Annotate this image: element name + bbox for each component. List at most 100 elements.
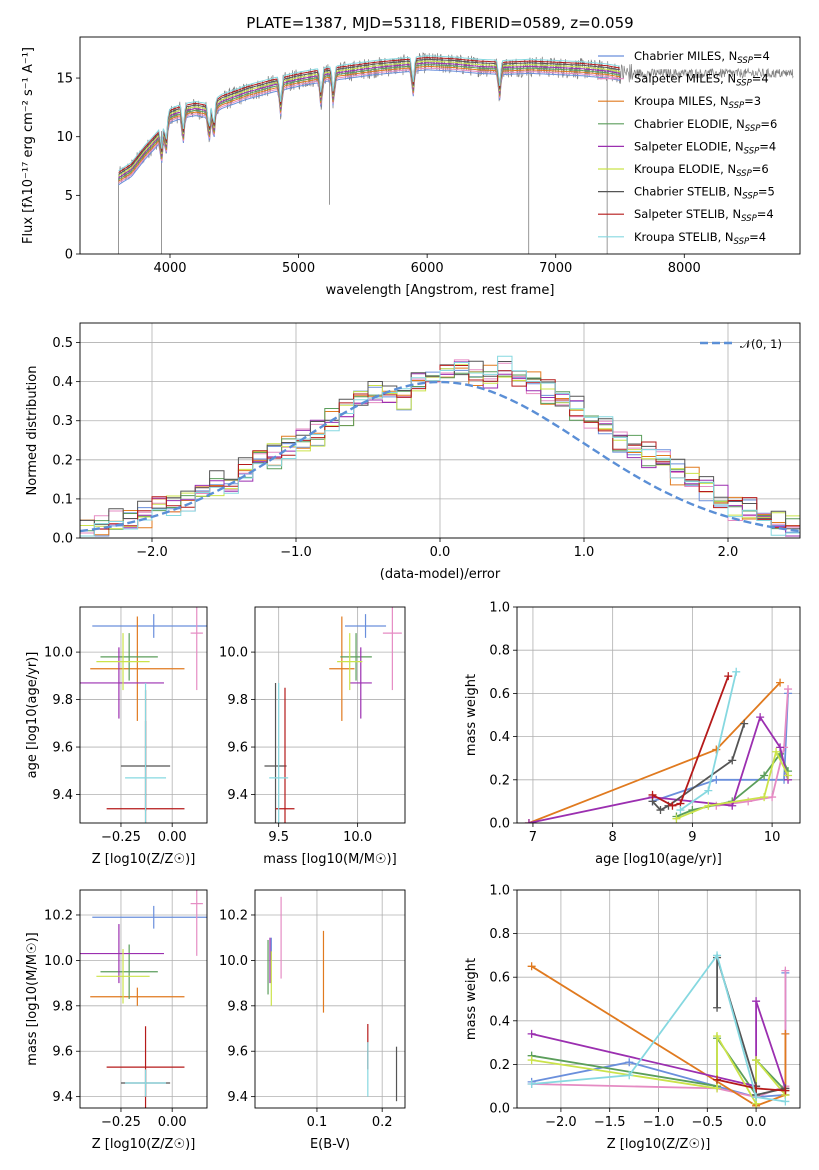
model-spectrum (118, 67, 621, 184)
x-tick-label: −0.25 (101, 830, 141, 845)
panel-5: 7 8 9 10 0.0 0.2 0.4 0.6 0.8 1.0 age [log10(age/yr… (464, 601, 801, 867)
y-tick-label: 0.0 (52, 532, 73, 547)
legend-label: Chabrier MILES, NSSP=4 (634, 49, 770, 66)
panel-3: −0.25 0.00 9.4 9.6 9.8 10.0 Z [log10(Z/Z☉)] age… (25, 606, 208, 867)
y-tick-label: 0 (65, 248, 73, 263)
weight-marker (781, 1029, 790, 1038)
axes-frame (79, 36, 801, 255)
weight-marker (676, 806, 685, 815)
weight-marker (625, 1058, 634, 1067)
x-axis-label: Z [log10(Z/Z☉)] (92, 1137, 196, 1152)
weight-marker (713, 1032, 722, 1041)
weight-marker (672, 814, 681, 823)
x-axis-label: mass [log10(M/M☉)] (263, 852, 396, 867)
y-tick-label: 0.0 (489, 1102, 510, 1117)
model-spectrum (118, 62, 621, 179)
y-tick-label: 15 (56, 72, 73, 87)
weight-marker (648, 790, 657, 799)
x-tick-label: 8 (609, 830, 617, 845)
weight-marker (713, 1075, 722, 1084)
y-tick-label: 10.0 (219, 646, 248, 661)
plot-area (267, 896, 398, 1102)
x-tick-label: 4000 (153, 261, 186, 276)
weight-marker (760, 793, 769, 802)
weight-marker (668, 801, 677, 810)
y-tick-label: 9.4 (52, 1090, 73, 1105)
x-tick-label: 5000 (282, 261, 315, 276)
x-tick-label: −1.0 (643, 1115, 675, 1130)
y-tick-label: 0.4 (489, 730, 510, 745)
weight-marker (768, 793, 777, 802)
y-tick-label: 9.4 (52, 788, 73, 803)
y-tick-label: 9.8 (52, 693, 73, 708)
y-axis-label: Normed distribution (25, 366, 40, 496)
y-tick-label: 10.0 (219, 954, 248, 969)
x-tick-label: 0.2 (372, 1115, 393, 1130)
weight-line (531, 1032, 787, 1107)
weight-marker (752, 997, 761, 1006)
plot-area (524, 667, 793, 823)
y-axis-label: Flux [fλ10⁻¹⁷ erg cm⁻² s⁻¹ A⁻¹] (21, 47, 36, 244)
model-spectrum (118, 69, 621, 186)
y-tick-label: 0.2 (489, 773, 510, 788)
weight-marker (760, 771, 769, 780)
weight-marker (527, 1080, 536, 1089)
y-tick-label: 9.4 (227, 788, 248, 803)
y-tick-label: 5 (65, 189, 73, 204)
y-tick-label: 0.4 (52, 375, 73, 390)
y-axis-label: mass [log10(M/M☉)] (25, 932, 40, 1065)
y-tick-label: 0.2 (489, 1058, 510, 1073)
weight-marker (752, 1093, 761, 1102)
y-tick-label: 0.8 (489, 644, 510, 659)
weight-marker (625, 1071, 634, 1080)
x-tick-label: −1.5 (594, 1115, 626, 1130)
weight-marker (712, 745, 721, 754)
panel-1: 4000 5000 6000 7000 8000 0 5 10 15 wavelength [An… (21, 36, 801, 298)
legend-label: Chabrier ELODIE, NSSP=6 (634, 117, 777, 134)
plot-area (80, 890, 207, 1108)
weight-marker (724, 672, 733, 681)
weight-marker (781, 966, 790, 975)
y-tick-label: 9.8 (227, 693, 248, 708)
y-tick-label: 10.0 (44, 646, 73, 661)
x-axis-label: age [log10(age/yr)] (595, 852, 722, 867)
y-axis-label: mass weight (464, 958, 479, 1040)
axes-frame (516, 606, 801, 824)
panel-7: 0.1 0.2 9.4 9.6 9.8 10.0 10.2 E(B-V) (219, 889, 406, 1152)
y-tick-label: 0.6 (489, 687, 510, 702)
axes-frame (254, 889, 406, 1109)
weight-marker (784, 771, 793, 780)
y-tick-label: 10.2 (44, 908, 73, 923)
axes-frame (254, 606, 406, 824)
x-axis-label: wavelength [Angstrom, rest frame] (326, 283, 555, 298)
y-tick-label: 0.0 (489, 817, 510, 832)
weight-marker (728, 801, 737, 810)
axes-frame (79, 606, 208, 824)
y-tick-label: 1.0 (489, 884, 510, 899)
model-spectrum (118, 64, 621, 180)
legend-label: Salpeter MILES, NSSP=4 (634, 72, 769, 89)
x-tick-label: −2.0 (545, 1115, 577, 1130)
plot-area (80, 607, 207, 823)
x-tick-label: 0.00 (158, 1115, 187, 1130)
x-tick-label: 7 (529, 830, 537, 845)
y-tick-label: 9.8 (227, 999, 248, 1014)
weight-marker (772, 747, 781, 756)
x-axis-label: Z [log10(Z/Z☉)] (607, 1137, 711, 1152)
weight-marker (740, 719, 749, 728)
model-spectrum (118, 55, 621, 172)
x-tick-label: 10.0 (343, 830, 372, 845)
panel-4: 9.5 10.0 9.4 9.6 9.8 10.0 mass [log10(M/M☉)] (219, 606, 406, 867)
legend: Chabrier MILES, NSSP=4 Salpeter MILES, NS… (598, 49, 777, 247)
x-tick-label: −1.0 (280, 545, 312, 560)
y-tick-label: 9.6 (52, 741, 73, 756)
weight-marker (704, 801, 713, 810)
weight-line (531, 1000, 787, 1089)
x-tick-label: −2.0 (136, 545, 168, 560)
weight-marker (527, 1056, 536, 1065)
weight-line (528, 715, 789, 823)
y-axis-label: mass weight (464, 674, 479, 756)
weight-marker (713, 1003, 722, 1012)
model-spectrum (118, 65, 621, 182)
y-tick-label: 9.6 (52, 1045, 73, 1060)
